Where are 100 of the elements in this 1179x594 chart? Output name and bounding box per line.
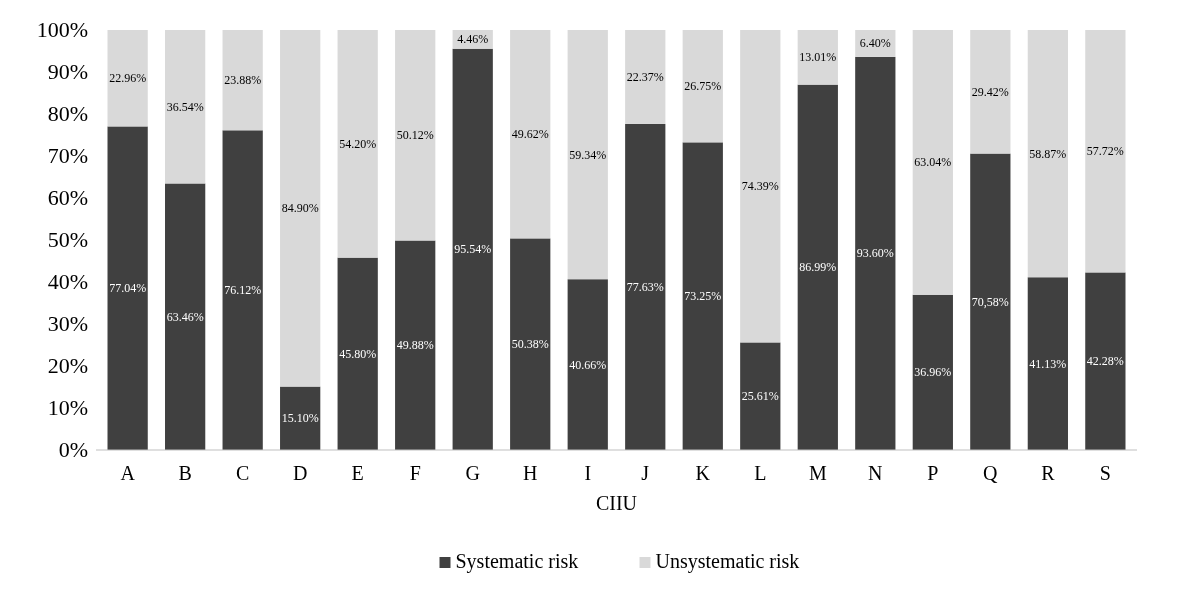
- bar: [395, 240, 436, 450]
- bar: [107, 126, 148, 450]
- bar: [1085, 272, 1126, 450]
- data-label: 36.54%: [166, 99, 204, 114]
- bar: [280, 30, 321, 387]
- x-tick-label: A: [120, 462, 136, 484]
- data-label: 22.37%: [626, 69, 664, 84]
- x-tick-label: M: [808, 462, 827, 484]
- data-label: 95.54%: [454, 242, 492, 257]
- bar: [797, 30, 838, 85]
- y-tick-label: 60%: [47, 185, 88, 210]
- y-tick-label: 80%: [47, 101, 88, 126]
- x-tick-label: I: [584, 462, 592, 484]
- bar: [222, 30, 263, 131]
- y-tick-label: 30%: [47, 311, 88, 336]
- y-tick-label: 90%: [47, 59, 88, 84]
- x-tick-label: F: [409, 462, 421, 484]
- bar: [625, 30, 666, 124]
- x-tick-label: P: [927, 462, 939, 484]
- data-label: 77.04%: [109, 281, 147, 296]
- y-tick-label: 70%: [47, 143, 88, 168]
- data-label: 4.46%: [457, 32, 489, 47]
- data-label: 76.12%: [224, 283, 262, 298]
- bar: [510, 238, 551, 450]
- data-label: 74.39%: [741, 179, 779, 194]
- data-label: 84.90%: [281, 201, 319, 216]
- x-axis-title: CIIU: [595, 492, 638, 514]
- data-label: 49.88%: [396, 338, 434, 353]
- x-tick-label: D: [292, 462, 308, 484]
- x-tick-label: G: [465, 462, 480, 484]
- bar: [510, 30, 551, 239]
- x-tick-label: R: [1041, 462, 1056, 484]
- bar: [280, 386, 321, 450]
- data-label: 54.20%: [339, 136, 377, 151]
- data-label: 13.01%: [799, 50, 837, 65]
- data-label: 15.10%: [281, 411, 319, 426]
- bar: [1027, 277, 1068, 450]
- data-label: 63.04%: [914, 155, 952, 170]
- x-tick-label: H: [523, 462, 538, 484]
- bar: [912, 294, 953, 450]
- data-label: 49.62%: [511, 127, 549, 142]
- x-tick-label: Q: [983, 462, 999, 484]
- data-label: 42.28%: [1086, 354, 1124, 369]
- bar: [107, 30, 148, 127]
- data-label: 59.34%: [569, 147, 607, 162]
- data-label: 50.12%: [396, 128, 434, 143]
- bar: [567, 279, 608, 450]
- data-label: 77.63%: [626, 279, 664, 294]
- x-tick-label: N: [868, 462, 883, 484]
- y-tick-label: 0%: [58, 437, 88, 462]
- bar: [970, 153, 1011, 450]
- y-tick-label: 40%: [47, 269, 88, 294]
- data-label: 40.66%: [569, 357, 607, 372]
- legend-label: Systematic risk: [455, 550, 579, 573]
- data-label: 50.38%: [511, 337, 549, 352]
- data-label: 70,58%: [971, 294, 1009, 309]
- data-label: 25.61%: [741, 389, 779, 404]
- y-tick-label: 50%: [47, 227, 88, 252]
- data-label: 29.42%: [971, 84, 1009, 99]
- bar: [337, 257, 378, 450]
- bar: [682, 142, 723, 450]
- x-tick-label: L: [754, 462, 767, 484]
- bar: [912, 30, 953, 295]
- data-label: 93.60%: [856, 246, 894, 261]
- data-label: 26.75%: [684, 79, 722, 94]
- legend-label: Unsystematic risk: [655, 550, 800, 573]
- bar: [682, 30, 723, 143]
- bar: [625, 123, 666, 450]
- data-label: 58.87%: [1029, 146, 1067, 161]
- bar: [1027, 30, 1068, 278]
- bar: [970, 30, 1011, 154]
- data-label: 36.96%: [914, 365, 952, 380]
- bar: [452, 48, 493, 450]
- x-tick-label: S: [1099, 462, 1111, 484]
- data-label: 23.88%: [224, 73, 262, 88]
- data-label: 45.80%: [339, 346, 377, 361]
- bar: [165, 30, 206, 184]
- bar: [567, 30, 608, 280]
- bar: [337, 30, 378, 258]
- bar: [855, 56, 896, 450]
- x-tick-label: B: [178, 462, 192, 484]
- data-label: 41.13%: [1029, 356, 1067, 371]
- bar: [165, 183, 206, 450]
- bar: [740, 342, 781, 450]
- bar: [222, 130, 263, 450]
- data-label: 57.72%: [1086, 144, 1124, 159]
- y-tick-label: 100%: [36, 17, 88, 42]
- bar: [797, 84, 838, 450]
- x-tick-label: C: [235, 462, 250, 484]
- y-tick-label: 20%: [47, 353, 88, 378]
- x-tick-label: K: [695, 462, 711, 484]
- data-label: 86.99%: [799, 260, 837, 275]
- y-tick-label: 10%: [47, 395, 88, 420]
- data-label: 22.96%: [109, 71, 147, 86]
- bar: [740, 30, 781, 343]
- bar: [1085, 30, 1126, 273]
- data-label: 63.46%: [166, 309, 204, 324]
- data-label: 6.40%: [859, 36, 891, 51]
- x-tick-label: E: [351, 462, 364, 484]
- bar: [395, 30, 436, 241]
